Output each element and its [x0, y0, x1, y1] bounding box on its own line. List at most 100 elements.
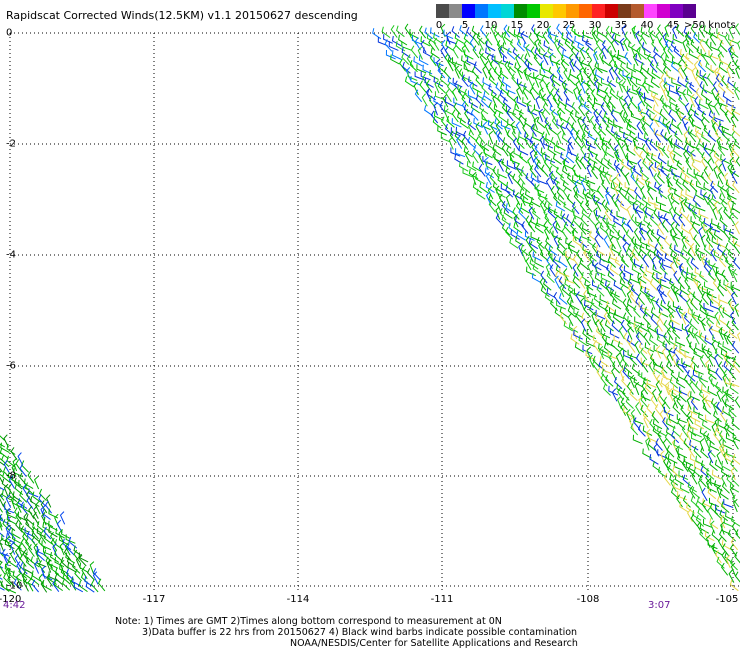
- wind-barb: [627, 315, 637, 326]
- wind-barb: [560, 173, 569, 186]
- wind-barb: [587, 59, 595, 73]
- wind-barb: [723, 423, 730, 437]
- wind-barb: [690, 39, 699, 52]
- wind-barb: [566, 214, 575, 227]
- wind-barb: [533, 116, 539, 130]
- wind-barb: [487, 119, 498, 130]
- wind-barb: [533, 124, 543, 135]
- wind-barb: [589, 230, 598, 243]
- wind-barb: [687, 424, 697, 437]
- wind-barb: [586, 79, 594, 93]
- wind-barb: [626, 409, 632, 423]
- wind-barb: [681, 235, 687, 250]
- wind-barb: [492, 151, 500, 164]
- wind-barb: [502, 137, 512, 149]
- wind-barb: [630, 284, 640, 297]
- wind-barb: [600, 158, 610, 170]
- wind-barb: [697, 314, 706, 327]
- wind-barb: [621, 375, 629, 389]
- wind-barb: [710, 180, 719, 193]
- wind-barb: [528, 238, 539, 250]
- wind-barb: [726, 320, 735, 334]
- wind-barb: [496, 200, 502, 214]
- wind-barb: [640, 391, 651, 402]
- wind-barb: [418, 55, 429, 66]
- wind-barb: [660, 291, 666, 305]
- wind-barb: [640, 395, 649, 408]
- wind-barb: [551, 108, 557, 123]
- wind-barb: [501, 158, 511, 170]
- wind-barb: [617, 395, 622, 409]
- wind-barb: [0, 561, 6, 575]
- wind-barb: [662, 32, 669, 46]
- wind-barb: [608, 59, 615, 73]
- wind-barb: [467, 90, 478, 100]
- wind-barb: [679, 501, 689, 513]
- wind-barb: [495, 185, 501, 199]
- wind-barb: [496, 187, 506, 198]
- wind-barb: [530, 172, 540, 184]
- wind-barb: [689, 375, 698, 388]
- legend-swatch: [605, 4, 618, 18]
- wind-barb: [683, 27, 692, 40]
- wind-barb: [671, 61, 680, 73]
- wind-barb: [482, 65, 488, 79]
- wind-barb: [688, 444, 695, 458]
- wind-barb: [595, 210, 606, 220]
- wind-barb: [479, 103, 489, 115]
- wind-barb: [410, 45, 419, 59]
- wind-barb: [723, 517, 734, 528]
- wind-barb: [670, 193, 680, 205]
- wind-barb: [663, 213, 672, 226]
- wind-barb: [729, 212, 736, 226]
- wind-barb: [702, 142, 713, 152]
- wind-barb: [591, 242, 599, 256]
- wind-barb: [1, 478, 11, 491]
- wind-barb: [548, 123, 558, 135]
- wind-barb: [730, 165, 740, 178]
- wind-barb: [599, 253, 610, 264]
- wind-barb: [669, 97, 679, 108]
- wind-barb: [563, 221, 572, 235]
- wind-barb: [626, 219, 634, 233]
- wind-barb: [647, 187, 654, 200]
- wind-barb: [562, 180, 572, 192]
- wind-barb: [623, 362, 633, 375]
- wind-barb: [31, 570, 41, 582]
- wind-barb: [632, 52, 639, 67]
- wind-barb: [598, 51, 605, 65]
- wind-barb: [54, 568, 64, 580]
- wind-barb: [432, 117, 442, 129]
- wind-barb: [608, 242, 615, 257]
- wind-barb: [0, 499, 4, 513]
- wind-barb: [454, 33, 464, 44]
- wind-barb: [620, 397, 628, 411]
- wind-barb: [556, 243, 565, 256]
- wind-barb: [646, 322, 657, 333]
- wind-barb: [723, 352, 729, 366]
- wind-barb: [673, 46, 683, 58]
- wind-barb: [578, 276, 586, 289]
- wind-barb: [690, 216, 701, 226]
- wind-barb: [727, 163, 734, 177]
- wind-barb: [647, 439, 657, 452]
- wind-barb: [42, 547, 53, 557]
- wind-barb: [439, 101, 447, 115]
- wind-barb: [11, 528, 21, 540]
- wind-barb: [630, 43, 636, 58]
- wind-barb: [715, 128, 723, 142]
- wind-barb: [731, 105, 740, 116]
- wind-barb: [728, 229, 739, 241]
- wind-barb: [72, 561, 81, 574]
- wind-barb: [556, 300, 567, 310]
- wind-barb: [669, 376, 679, 389]
- wind-barb: [678, 94, 687, 107]
- wind-barb: [639, 244, 648, 256]
- wind-barb: [524, 69, 535, 80]
- wind-barb: [672, 301, 683, 311]
- wind-barb: [718, 140, 729, 151]
- wind-barb: [668, 347, 674, 361]
- wind-barb: [720, 466, 731, 478]
- wind-barb: [641, 381, 649, 395]
- wind-barb: [552, 153, 562, 165]
